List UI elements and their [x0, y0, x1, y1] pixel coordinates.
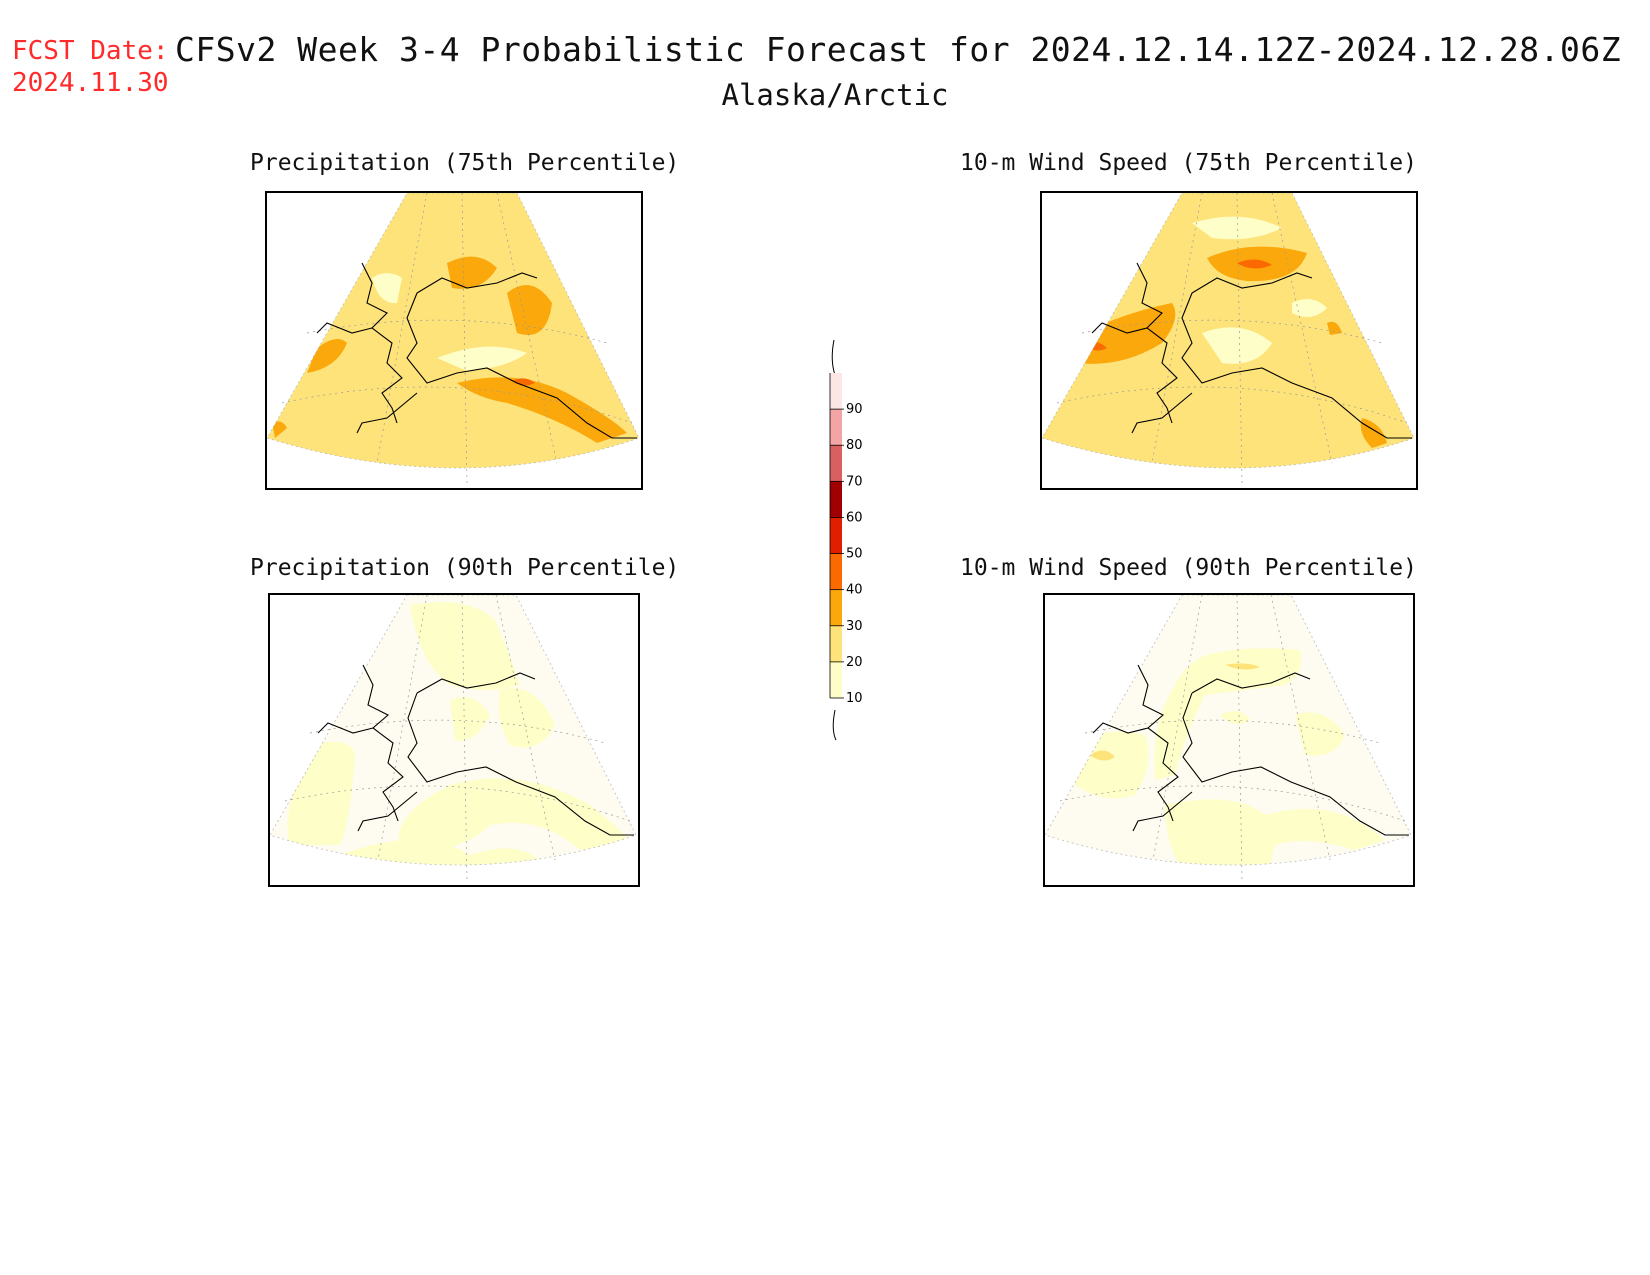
panel-title-wind-75: 10-m Wind Speed (75th Percentile) [960, 150, 1417, 176]
probability-fill-30-40 [272, 421, 287, 438]
colorbar-label-90: 90 [846, 402, 863, 417]
colorbar: 10 20 30 40 50 60 70 80 90 [826, 335, 886, 745]
probability-fill-30-40 [457, 377, 627, 443]
probability-fill-10-20 [498, 688, 555, 748]
probability-fill-10-20 [287, 741, 355, 845]
coastline [1091, 262, 1412, 439]
probability-fill-10-20 [1075, 731, 1149, 799]
colorbar-label-20: 20 [846, 655, 863, 670]
colorbar-bin-30 [830, 589, 842, 626]
forecast-date-label: FCST Date: [12, 36, 169, 66]
probability-fill-10-20 [1154, 648, 1301, 780]
colorbar-bin-20 [830, 625, 842, 662]
graticule [284, 595, 631, 881]
map-boundary [270, 595, 637, 866]
panel-title-wind-90: 10-m Wind Speed (90th Percentile) [960, 555, 1417, 581]
probability-fill-30-40 [1327, 321, 1342, 335]
probability-fill-10-20 [1145, 862, 1165, 865]
probability-fill-10-20 [437, 346, 527, 371]
probability-fill-10-20 [410, 602, 520, 690]
colorbar-bin-90 [830, 373, 842, 410]
probability-fill-30-40 [447, 256, 497, 289]
probability-fill-30-40 [507, 285, 552, 335]
coastline [1092, 664, 1409, 836]
probability-fill-30-40 [1360, 418, 1387, 448]
page-title: CFSv2 Week 3-4 Probabilistic Forecast fo… [175, 30, 1622, 69]
probability-fill-10-20 [1165, 799, 1385, 865]
probability-fill-10-20 [1202, 327, 1272, 364]
coastline [316, 262, 637, 439]
colorbar-bottom-cap [832, 709, 837, 741]
coastline [317, 664, 634, 836]
colorbar-bin-80 [830, 409, 842, 446]
colorbar-label-50: 50 [846, 547, 863, 562]
probability-fill-10-20 [372, 273, 402, 304]
forecast-date-value: 2024.11.30 [12, 68, 169, 98]
panel-title-precip-75: Precipitation (75th Percentile) [250, 150, 680, 176]
colorbar-label-80: 80 [846, 438, 863, 453]
colorbar-label-60: 60 [846, 510, 863, 525]
colorbar-label-40: 40 [846, 583, 863, 598]
probability-fill-10-20 [450, 697, 490, 741]
probability-fill-10-20 [1192, 216, 1282, 240]
colorbar-label-70: 70 [846, 474, 863, 489]
probability-fill-10-20 [340, 840, 550, 865]
graticule [1059, 595, 1406, 881]
map-panel-wind-90 [1043, 593, 1415, 887]
colorbar-bin-70 [830, 445, 842, 482]
probability-fill-10-20 [1295, 712, 1345, 756]
map-boundary [1042, 193, 1415, 469]
region-subtitle: Alaska/Arctic [721, 78, 949, 112]
map-panel-wind-75 [1040, 191, 1418, 490]
probability-fill-10-20 [1292, 299, 1327, 317]
colorbar-top-cap [831, 339, 836, 376]
colorbar-bin-10 [830, 661, 842, 698]
panel-title-precip-90: Precipitation (90th Percentile) [250, 555, 680, 581]
probability-fill-20-30 [1225, 663, 1260, 670]
map-panel-precip-75 [265, 191, 643, 490]
probability-fill-30-40 [307, 339, 347, 373]
probability-fill-20-30 [267, 193, 639, 468]
probability-fill-10-20 [1220, 711, 1250, 724]
probability-fill-40-50 [1237, 259, 1272, 269]
colorbar-bin-60 [830, 481, 842, 518]
colorbar-bin-50 [830, 517, 842, 554]
colorbar-label-30: 30 [846, 619, 863, 634]
colorbar-label-10: 10 [846, 691, 863, 706]
probability-fill-10-20 [398, 778, 630, 851]
map-boundary [1045, 595, 1412, 866]
map-boundary [267, 193, 640, 469]
map-panel-precip-90 [268, 593, 640, 887]
probability-fill-20-30 [1090, 750, 1115, 761]
colorbar-bin-40 [830, 553, 842, 590]
